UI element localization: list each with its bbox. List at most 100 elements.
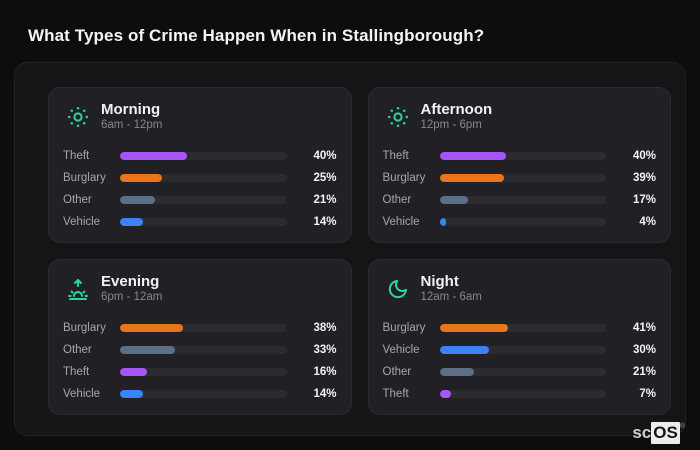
percentage-value: 17% (632, 193, 656, 206)
crime-type-label: Theft (382, 149, 409, 162)
card-time-range: 12am - 6am (420, 291, 482, 303)
bar-track (120, 195, 287, 204)
bar-row-burglary: Burglary 39% (383, 171, 657, 184)
card-header: Night 12am - 6am (383, 273, 657, 305)
percentage-value: 4% (639, 215, 656, 228)
crime-type-label: Vehicle (63, 387, 101, 400)
bar-fill (439, 323, 508, 332)
sunrise-icon (66, 277, 90, 301)
time-card-afternoon: Afternoon 12pm - 6pm Theft 40% Burglary … (367, 87, 671, 243)
card-header: Morning 6am - 12pm (63, 101, 337, 133)
percentage-value: 14% (313, 387, 337, 400)
bar-track (120, 151, 287, 160)
crime-type-label: Theft (382, 387, 409, 400)
bar-track (439, 367, 606, 376)
bar-track (120, 389, 287, 398)
bar-fill (439, 195, 468, 204)
bar-fill (120, 367, 147, 376)
bar-row-vehicle: Vehicle 4% (383, 215, 657, 228)
percentage-value: 21% (313, 193, 337, 206)
percentage-value: 14% (313, 215, 337, 228)
bar-fill (439, 173, 505, 182)
bar-track (439, 323, 606, 332)
card-header: Afternoon 12pm - 6pm (383, 101, 657, 133)
crime-type-label: Burglary (382, 171, 426, 184)
watermark-brand: OS (651, 422, 680, 444)
card-time-range: 12pm - 6pm (420, 119, 482, 131)
crime-type-label: Vehicle (63, 215, 101, 228)
crime-type-label: Burglary (63, 321, 106, 334)
bar-row-burglary: Burglary 25% (63, 171, 337, 184)
crime-type-label: Burglary (382, 321, 426, 334)
crime-type-label: Vehicle (382, 343, 420, 356)
time-card-morning: Morning 6am - 12pm Theft 40% Burglary 25… (48, 87, 352, 243)
bar-row-vehicle: Vehicle 30% (383, 343, 657, 356)
bar-row-burglary: Burglary 38% (63, 321, 337, 334)
bar-fill (439, 217, 447, 226)
bar-fill (120, 217, 144, 226)
bar-track (120, 323, 287, 332)
crime-times-panel: Morning 6am - 12pm Theft 40% Burglary 25… (14, 62, 686, 436)
bar-row-theft: Theft 40% (383, 149, 657, 162)
bar-chart: Burglary 41% Vehicle 30% Other 21% Theft… (383, 321, 657, 400)
registered-trademark-symbol: ® (679, 423, 685, 430)
bar-track (120, 217, 287, 226)
percentage-value: 25% (313, 171, 337, 184)
bar-track (439, 195, 606, 204)
bar-fill (439, 367, 475, 376)
bar-track (439, 389, 606, 398)
percentage-value: 40% (632, 149, 656, 162)
bar-track (439, 345, 606, 354)
watermark-prefix: sc (632, 423, 652, 442)
bar-fill (120, 151, 187, 160)
bar-fill (439, 389, 452, 398)
crime-type-label: Vehicle (382, 215, 420, 228)
percentage-value: 41% (632, 321, 656, 334)
bar-row-vehicle: Vehicle 14% (63, 387, 337, 400)
bar-row-other: Other 17% (383, 193, 657, 206)
percentage-value: 40% (313, 149, 337, 162)
crime-type-label: Theft (63, 365, 90, 378)
sun-icon (66, 105, 90, 129)
time-card-evening: Evening 6pm - 12am Burglary 38% Other 33… (48, 259, 352, 415)
percentage-value: 7% (639, 387, 656, 400)
bar-row-theft: Theft 7% (383, 387, 657, 400)
page-title: What Types of Crime Happen When in Stall… (28, 26, 485, 45)
bar-fill (120, 345, 175, 354)
bar-fill (120, 323, 184, 332)
card-time-range: 6pm - 12am (101, 291, 163, 303)
bar-row-other: Other 21% (63, 193, 337, 206)
percentage-value: 30% (632, 343, 656, 356)
percentage-value: 16% (313, 365, 337, 378)
time-card-night: Night 12am - 6am Burglary 41% Vehicle 30… (367, 259, 671, 415)
bar-row-vehicle: Vehicle 14% (63, 215, 337, 228)
bar-track (120, 367, 287, 376)
card-title: Night (420, 273, 459, 290)
bar-chart: Theft 40% Burglary 25% Other 21% Vehicle… (63, 149, 337, 228)
sun-icon (386, 105, 410, 129)
bar-track (439, 173, 606, 182)
percentage-value: 39% (632, 171, 656, 184)
bar-chart: Burglary 38% Other 33% Theft 16% Vehicle… (63, 321, 337, 400)
bar-track (439, 217, 606, 226)
bar-chart: Theft 40% Burglary 39% Other 17% Vehicle… (383, 149, 657, 228)
card-header: Evening 6pm - 12am (63, 273, 337, 305)
percentage-value: 38% (313, 321, 337, 334)
crime-type-label: Other (63, 343, 92, 356)
bar-fill (120, 173, 162, 182)
bar-row-other: Other 21% (383, 365, 657, 378)
card-title: Afternoon (420, 101, 493, 118)
bar-fill (120, 195, 155, 204)
percentage-value: 33% (313, 343, 337, 356)
bar-row-theft: Theft 40% (63, 149, 337, 162)
crime-type-label: Other (382, 365, 412, 378)
bar-track (120, 173, 287, 182)
bar-fill (120, 389, 144, 398)
bar-row-theft: Theft 16% (63, 365, 337, 378)
moon-icon (386, 277, 410, 301)
crime-type-label: Burglary (63, 171, 106, 184)
percentage-value: 21% (632, 365, 656, 378)
bar-row-other: Other 33% (63, 343, 337, 356)
bar-fill (439, 345, 490, 354)
